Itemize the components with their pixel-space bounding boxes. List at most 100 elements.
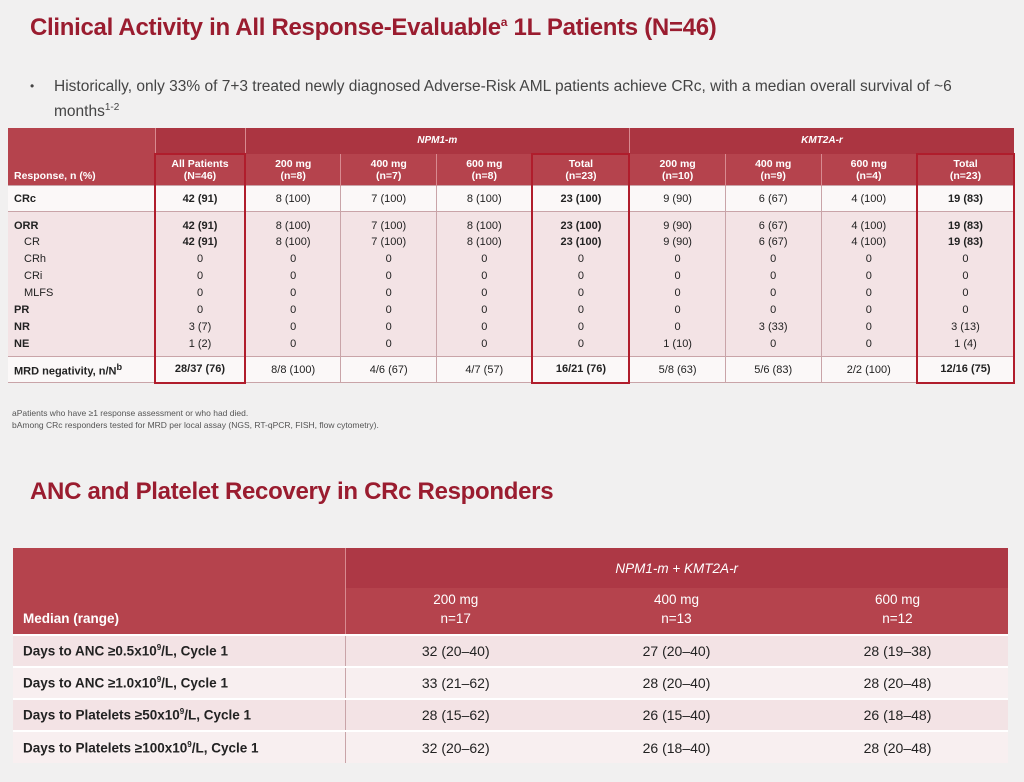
table-cell: 6 (67) — [724, 185, 822, 212]
column-header-name: 200 mg — [275, 158, 312, 170]
table-cell: 32 (20–40) — [345, 634, 566, 667]
table-cell: 0 — [244, 250, 341, 268]
group-header-row: Response, n (%) NPM1-m KMT2A-r — [8, 128, 1014, 186]
table-cell: 0 — [724, 267, 822, 285]
dose-label: 400 mg — [653, 592, 700, 607]
dose-header: 200 mg n=17 — [345, 588, 566, 635]
dose-label: 200 mg — [433, 592, 479, 607]
table-cell: 0 — [531, 335, 631, 357]
section-title: ANC and Platelet Recovery in CRc Respond… — [30, 478, 554, 505]
table-row: CR 42 (91) 8 (100) 7 (100) 8 (100) 23 (100) 9 … — [8, 233, 1016, 251]
table-cell: 28/37 (76) — [154, 356, 246, 384]
table-row: CRi 0 0 0 0 0 0 0 0 0 — [8, 267, 1016, 285]
row-label-text: CR — [24, 236, 40, 248]
table-cell: 5/6 (83) — [724, 356, 822, 383]
column-header: 200 mg (n=8) — [244, 154, 341, 186]
table-cell: 0 — [820, 318, 917, 336]
recovery-table: Median (range) NPM1-m + KMT2A-r 200 mg n=1… — [13, 548, 1008, 763]
footnote-a: aPatients who have ≥1 response assessmen… — [12, 408, 249, 418]
bullet-icon: • — [30, 79, 35, 93]
table-cell: 0 — [628, 301, 726, 319]
column-header-name: All Patients — [171, 158, 229, 170]
row-label-text: MRD negativity, n/N — [14, 365, 117, 378]
dose-n: n=12 — [882, 611, 913, 626]
table-row: CRc 42 (91) 8 (100) 7 (100) 8 (100) 23 (100) 9… — [8, 185, 1016, 212]
table-cell: 0 — [340, 318, 437, 336]
page-title: Clinical Activity in All Response-Evalua… — [30, 14, 717, 41]
dose-label: 600 mg — [874, 592, 921, 607]
row-label: Days to ANC ≥1.0x109/L, Cycle 1 — [13, 666, 346, 699]
row-label-text: NR — [14, 321, 30, 333]
column-header-row: All Patients (N=46) 200 mg (n=8) 400 mg (n=7)… — [8, 153, 1016, 186]
row-label-text: ORR — [14, 219, 39, 232]
group-header: NPM1-m + KMT2A-r — [345, 548, 1008, 588]
table-cell: 0 — [436, 267, 533, 285]
table-cell: 0 — [436, 284, 533, 302]
table-cell: 33 (21–62) — [345, 666, 566, 699]
table-cell: 8 (100) — [244, 185, 341, 212]
column-header-name: 600 mg — [466, 158, 503, 170]
column-header: 200 mg (n=10) — [628, 154, 726, 186]
row-label-tail: /L, Cycle 1 — [161, 675, 228, 691]
table-cell: 7 (100) — [340, 233, 437, 251]
column-header-n: (n=7) — [376, 170, 402, 182]
table-cell: 42 (91) — [154, 211, 246, 234]
table-cell: 12/16 (75) — [915, 356, 1016, 384]
table-cell: 0 — [244, 284, 341, 302]
table-cell: 0 — [724, 250, 822, 268]
table-row: Days to ANC ≥1.0x109/L, Cycle 1 33 (21–62… — [13, 666, 1008, 699]
row-label-sup: 9 — [156, 675, 162, 685]
row-label: Days to ANC ≥0.5x109/L, Cycle 1 — [13, 634, 346, 667]
footnote-b: bAmong CRc responders tested for MRD per… — [12, 420, 379, 430]
column-header: Total (n=23) — [531, 153, 631, 186]
row-label: CRi — [8, 267, 155, 285]
table-cell: 3 (13) — [915, 318, 1016, 336]
table-cell: 28 (20–48) — [787, 730, 1008, 763]
table-cell: 27 (20–40) — [566, 634, 787, 667]
column-header: 600 mg (n=8) — [436, 154, 533, 186]
row-label: ORR — [8, 211, 155, 234]
table-cell: 9 (90) — [628, 211, 726, 234]
column-header: 600 mg (n=4) — [820, 154, 917, 186]
row-label-sup: 9 — [179, 707, 185, 717]
table-cell: 1 (2) — [154, 335, 246, 357]
row-label-text: PR — [14, 304, 30, 316]
table-cell: 3 (33) — [724, 318, 822, 336]
row-label-sup: 9 — [187, 739, 192, 749]
table-cell: 9 (90) — [628, 185, 726, 212]
table-cell: 0 — [628, 250, 726, 268]
row-label: NE — [8, 335, 155, 357]
dose-n: n=17 — [440, 611, 471, 626]
table-cell: 5/8 (63) — [628, 356, 726, 383]
table-cell: 8 (100) — [244, 211, 341, 234]
row-label-sup: b — [116, 361, 123, 372]
column-header-n: (n=10) — [662, 170, 694, 182]
table-cell: 0 — [628, 284, 726, 302]
table-cell: 26 (15–40) — [566, 698, 787, 731]
table-cell: 0 — [724, 335, 822, 357]
table-cell: 0 — [915, 284, 1016, 302]
row-label: CR — [8, 233, 155, 251]
column-header: Total (n=23) — [915, 153, 1016, 186]
table-cell: 0 — [531, 250, 631, 268]
row-label-text: MLFS — [24, 287, 54, 299]
column-header-n: (n=8) — [280, 170, 306, 182]
column-header-n: (n=8) — [471, 170, 497, 182]
column-header-name: Total — [568, 158, 594, 170]
table-cell: 0 — [820, 301, 917, 319]
table-cell: 6 (67) — [724, 211, 822, 234]
row-label-text: CRi — [24, 270, 43, 282]
table-row: NE 1 (2) 0 0 0 0 1 (10) 0 0 1 (4) — [8, 335, 1016, 357]
column-header-n: (n=23) — [565, 170, 597, 182]
table-cell: 32 (20–62) — [345, 730, 566, 763]
row-label-tail: /L, Cycle 1 — [161, 643, 228, 659]
table-row: MRD negativity, n/Nb 28/37 (76) 8/8 (100) 4… — [8, 356, 1016, 384]
table-cell: 0 — [340, 335, 437, 357]
dose-header: 600 mg n=12 — [787, 588, 1008, 635]
row-label-text: Days to Platelets ≥50x10 — [23, 707, 180, 723]
table-cell: 0 — [531, 318, 631, 336]
table-cell: 6 (67) — [724, 233, 822, 251]
table-cell: 23 (100) — [531, 211, 631, 234]
table-cell: 0 — [244, 318, 341, 336]
table-cell: 0 — [154, 250, 246, 268]
